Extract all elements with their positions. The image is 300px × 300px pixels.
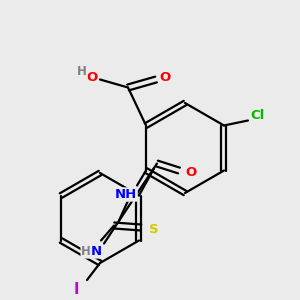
Text: O: O	[185, 166, 197, 179]
Text: Cl: Cl	[251, 109, 265, 122]
Text: NH: NH	[115, 188, 137, 201]
Text: S: S	[149, 223, 159, 236]
Text: H: H	[81, 245, 91, 258]
Text: H: H	[77, 65, 87, 78]
Text: O: O	[86, 71, 98, 84]
Text: I: I	[73, 281, 79, 296]
Text: O: O	[159, 71, 171, 84]
Text: N: N	[91, 245, 102, 258]
